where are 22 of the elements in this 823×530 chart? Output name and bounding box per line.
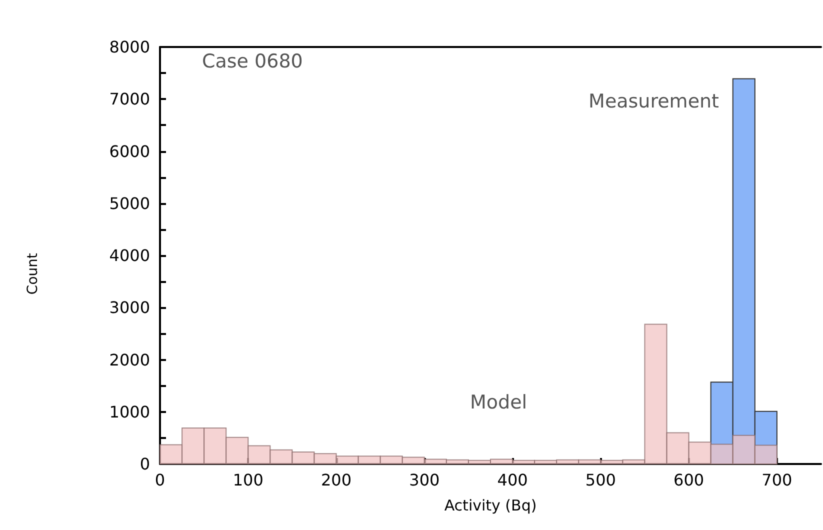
x-tick-label: 200	[320, 470, 352, 490]
x-tick-label: 700	[762, 470, 792, 490]
y-tick-label: 6000	[109, 142, 150, 161]
x-tick-label: 0	[154, 470, 166, 490]
y-tick-label: 2000	[109, 350, 150, 370]
series-label: Measurement	[588, 90, 720, 112]
annotation: Case 0680	[202, 50, 303, 72]
y-tick-label: 3000	[109, 298, 150, 318]
text: Model	[470, 392, 528, 414]
y-axis-title: Count	[25, 252, 41, 295]
x-tick-label: 400	[497, 470, 528, 490]
y-tick-label: 4000	[109, 246, 150, 265]
y-tick-label: 1000	[109, 402, 150, 422]
y-tick-label: 8000	[109, 38, 150, 56]
y-tick-label: 0	[140, 454, 150, 474]
x-tick-label: 600	[674, 470, 704, 490]
x-axis-title: Activity (Bq)	[444, 496, 537, 514]
x-tick-label: 500	[585, 470, 616, 490]
y-tick-label: 5000	[109, 194, 150, 213]
x-tick-label: 100	[232, 470, 264, 490]
y-tick-label: 7000	[109, 90, 150, 109]
x-tick-label: 300	[409, 470, 440, 490]
